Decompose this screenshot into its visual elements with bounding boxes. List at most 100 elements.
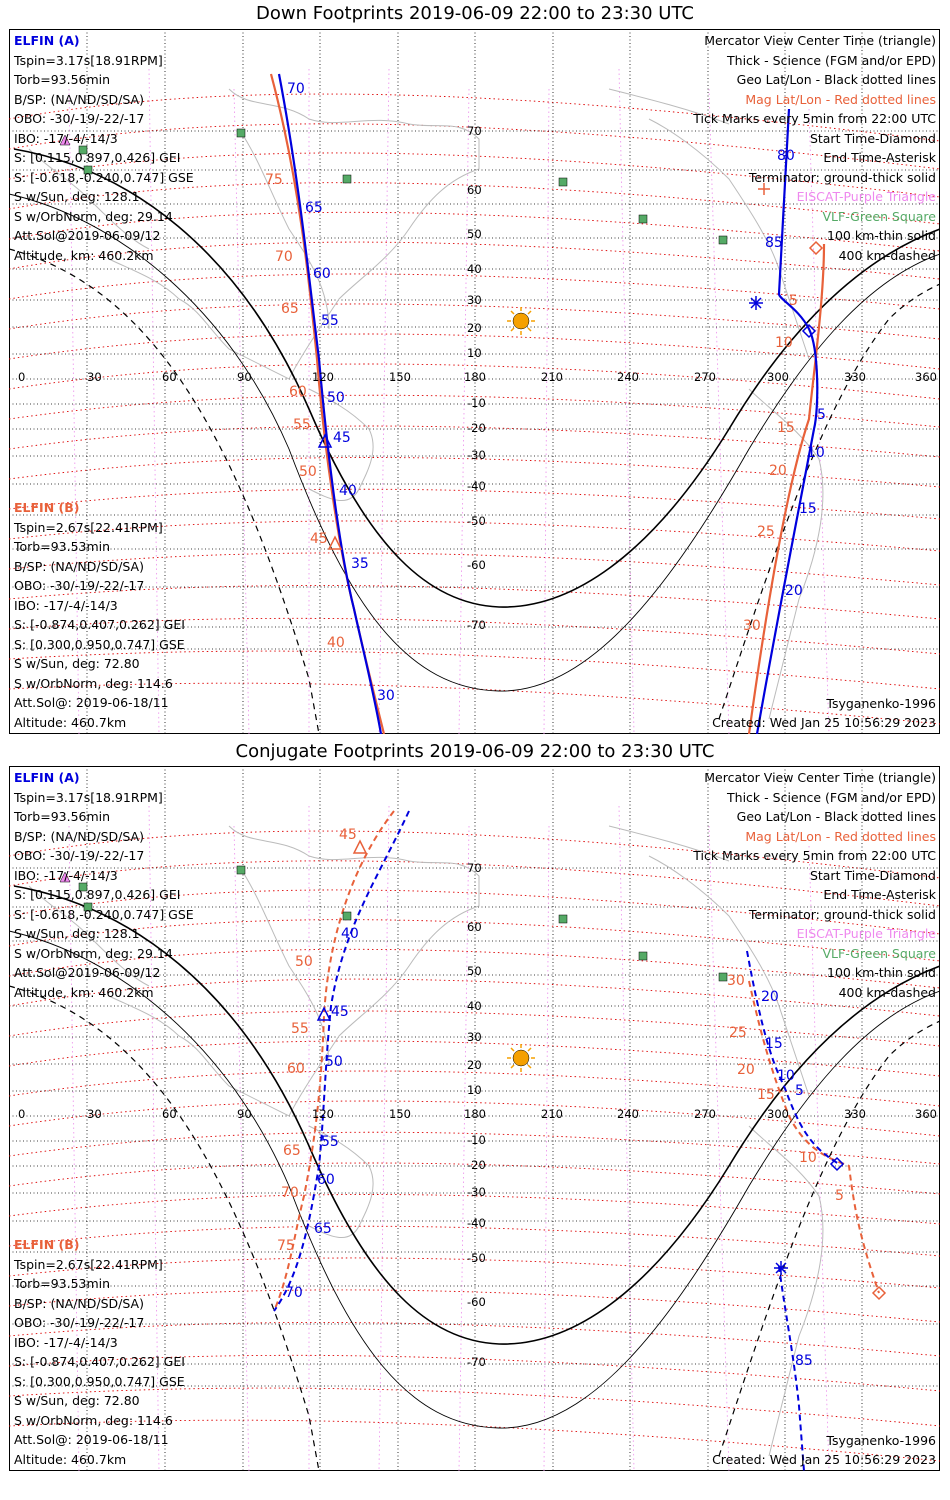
- lat-tick-label: -60: [467, 558, 486, 572]
- track-label: 50: [327, 390, 345, 406]
- map-frame: [9, 29, 940, 734]
- info-line: S: [-0.874,0.407,0.262] GEI: [14, 617, 185, 632]
- track-label: 20: [761, 989, 779, 1005]
- lat-tick-label: -40: [467, 1216, 486, 1230]
- legend-line: 100 km-thin solid: [827, 965, 936, 980]
- legend-line: Start Time-Diamond: [809, 867, 936, 883]
- legend-line: 400 km-dashed: [838, 247, 936, 263]
- start-diamond-icon: [871, 1285, 887, 1301]
- lat-tick-label: 70: [467, 124, 482, 138]
- track-label: 35: [351, 556, 369, 572]
- info-line: S: [0.300,0.950,0.747] GSE: [14, 1373, 185, 1389]
- info-line: S w/Sun, deg: 72.80: [14, 1393, 140, 1408]
- track-label: 25: [757, 524, 775, 540]
- lat-tick-label: -10: [467, 1133, 486, 1147]
- info-line: Att.Sol@: 2019-06-18/11: [14, 1432, 169, 1447]
- legend-line: EISCAT-Purple Triangle: [796, 189, 936, 204]
- track-label: 40: [327, 635, 345, 651]
- created-timestamp: Created: Wed Jan 25 10:56:29 2023: [712, 715, 936, 730]
- magnetic-meridians: [68, 805, 830, 1471]
- lon-tick-label: 210: [541, 1107, 563, 1121]
- track-label: 40: [339, 483, 357, 499]
- track-b-time-labels: 45 50 55 60 65 70 75 30 25 20 15 10 5: [277, 827, 844, 1254]
- created-timestamp: Created: Wed Jan 25 10:56:29 2023: [712, 1452, 936, 1467]
- down-footprints-map: 0 30 60 90 120 150 180 210 240 270 300 3…: [9, 29, 940, 734]
- track-label: 65: [314, 1221, 332, 1237]
- lat-tick-label: -60: [467, 1295, 486, 1309]
- vlf-square-icon: [558, 177, 568, 187]
- legend-line: End Time-Asterisk: [823, 887, 936, 902]
- vlf-square-icon: [558, 914, 568, 924]
- info-line: S w/Sun, deg: 128.1: [14, 926, 140, 941]
- elfin-b-info-panel: ELFIN (B) Tspin=2.67s[22.41RPM] Torb=93.…: [14, 498, 185, 732]
- track-label: 10: [775, 335, 793, 351]
- lon-tick-label: 120: [312, 370, 334, 384]
- start-diamond-icon: [808, 240, 824, 256]
- lon-tick-label: 30: [87, 1107, 102, 1121]
- lon-tick-label: 330: [844, 1107, 866, 1121]
- legend-line: Mercator View Center Time (triangle): [704, 770, 936, 785]
- lat-tick-label: 30: [467, 1030, 482, 1044]
- top-map-title: Down Footprints 2019-06-09 22:00 to 23:3…: [256, 3, 694, 24]
- info-line: B/SP: (NA/ND/SD/SA): [14, 828, 144, 844]
- geographic-grid: [9, 766, 940, 1471]
- legend-line: EISCAT-Purple Triangle: [796, 926, 936, 941]
- model-label: Tsyganenko-1996: [826, 696, 936, 711]
- lat-tick-label: -70: [467, 618, 486, 632]
- info-line: Att.Sol@2019-06-09/12: [14, 965, 161, 980]
- terminator: [9, 148, 940, 734]
- legend-line: Start Time-Diamond: [809, 130, 936, 146]
- elfin-b-info-panel: ELFIN (B) Tspin=2.67s[22.41RPM] Torb=93.…: [14, 1235, 185, 1469]
- track-label: 20: [737, 1062, 755, 1078]
- sun-icon: [507, 307, 535, 335]
- track-label: 30: [743, 618, 761, 634]
- end-asterisk-icon: [758, 183, 770, 195]
- legend-line: Tick Marks every 5min from 22:00 UTC: [693, 848, 936, 863]
- lon-tick-label: 30: [87, 370, 102, 384]
- lon-tick-label: 180: [464, 370, 486, 384]
- lat-tick-label: -70: [467, 1355, 486, 1369]
- lon-tick-label: 300: [767, 1107, 789, 1121]
- magnetic-grid: [9, 830, 940, 1462]
- vlf-square-icon: [718, 972, 728, 982]
- info-line: Att.Sol@: 2019-06-18/11: [14, 695, 169, 710]
- info-line: Altitude, km: 460.2km: [14, 247, 154, 263]
- track-label: 5: [835, 1188, 844, 1204]
- vlf-square-icon: [342, 174, 352, 184]
- lon-tick-label: 90: [237, 370, 252, 384]
- info-line: S: [-0.874,0.407,0.262] GEI: [14, 1354, 185, 1369]
- center-time-triangle-icon: [316, 1006, 332, 1021]
- track-label: 60: [287, 1061, 305, 1077]
- center-time-triangle-icon: [317, 433, 333, 448]
- coastlines: [28, 88, 824, 720]
- info-line: OBO: -30/-19/-22/-17: [14, 1315, 145, 1330]
- track-label: 65: [283, 1143, 301, 1159]
- elfin-a-info-panel: ELFIN (A) Tspin=3.17s[18.91RPM] Torb=93.…: [14, 31, 194, 265]
- lon-tick-label: 240: [617, 1107, 639, 1121]
- track-label: 80: [777, 148, 795, 164]
- track-label: 55: [291, 1021, 309, 1037]
- elfin-a-info-panel: ELFIN (A) Tspin=3.17s[18.91RPM] Torb=93.…: [14, 768, 194, 1002]
- info-line: Tspin=3.17s[18.91RPM]: [14, 52, 163, 68]
- legend-line: VLF-Green Square: [822, 945, 936, 961]
- lat-tick-label: 70: [467, 861, 482, 875]
- track-b-time-labels: 75 70 65 60 55 50 45 40 5 10 15 20 25 30: [265, 172, 798, 651]
- track-label: 65: [305, 200, 323, 216]
- lat-tick-label: 40: [467, 999, 482, 1013]
- track-elfin-a: [273, 810, 840, 1471]
- bottom-map-title: Conjugate Footprints 2019-06-09 22:00 to…: [235, 741, 715, 762]
- track-label: 45: [333, 430, 351, 446]
- lon-tick-label: 60: [162, 370, 177, 384]
- track-label: 10: [799, 1150, 817, 1166]
- track-label: 60: [289, 384, 307, 400]
- info-line: S: [0.115,0.897,0.426] GEI: [14, 887, 181, 902]
- info-line: Altitude, km: 460.2km: [14, 984, 154, 1000]
- elfin-a-header: ELFIN (A): [14, 770, 80, 785]
- legend-line: 400 km-dashed: [838, 984, 936, 1000]
- info-line: S w/OrbNorm, deg: 114.6: [14, 675, 173, 691]
- track-label: 5: [795, 1083, 804, 1099]
- lon-tick-label: 0: [18, 1107, 25, 1121]
- info-line: OBO: -30/-19/-22/-17: [14, 578, 145, 593]
- info-line: OBO: -30/-19/-22/-17: [14, 848, 145, 863]
- lat-tick-labels: 70 60 50 40 30 20 10 -10 -20 -30 -40 -50…: [467, 861, 486, 1369]
